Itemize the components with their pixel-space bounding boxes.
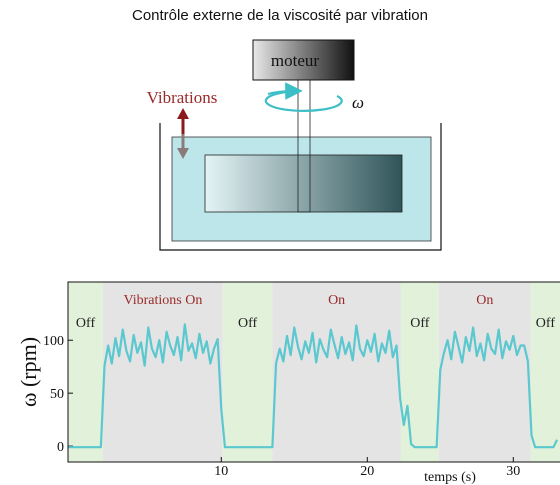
y-tick-label: 100: [43, 334, 64, 349]
region: [103, 282, 223, 462]
y-axis-label: ω (rpm): [16, 337, 41, 407]
x-tick-label: 30: [506, 464, 520, 479]
region: [68, 282, 103, 462]
region: [439, 282, 531, 462]
region-label: On: [476, 293, 493, 308]
figure-title: Contrôle externe de la viscosité par vib…: [132, 7, 428, 24]
vibrations-label: Vibrations: [147, 88, 218, 107]
x-tick-label: 20: [360, 464, 374, 479]
y-tick-label: 0: [57, 440, 64, 455]
omega-label: ω: [352, 93, 364, 112]
motor-label: moteur: [271, 51, 319, 70]
rotation-arrow: [266, 92, 342, 111]
region-label: Vibrations On: [123, 293, 202, 308]
paddle: [205, 155, 402, 212]
y-tick-label: 50: [50, 387, 64, 402]
chart: Off Vibrations On Off On Off On Off 0 50 100 10 20 3…: [16, 282, 560, 485]
figure: Contrôle externe de la viscosité par vib…: [0, 0, 560, 485]
region-label: Off: [238, 316, 258, 331]
region: [272, 282, 400, 462]
x-axis-label: temps (s): [424, 470, 476, 485]
region: [401, 282, 439, 462]
region-label: Off: [536, 316, 556, 331]
diagram: moteur ω Vibrations: [147, 40, 441, 250]
region: [223, 282, 273, 462]
region-label: Off: [76, 316, 96, 331]
region-label: Off: [410, 316, 430, 331]
vibration-arrow-head: [177, 108, 189, 119]
x-tick-label: 10: [214, 464, 228, 479]
region-label: On: [328, 293, 345, 308]
region: [531, 282, 560, 462]
